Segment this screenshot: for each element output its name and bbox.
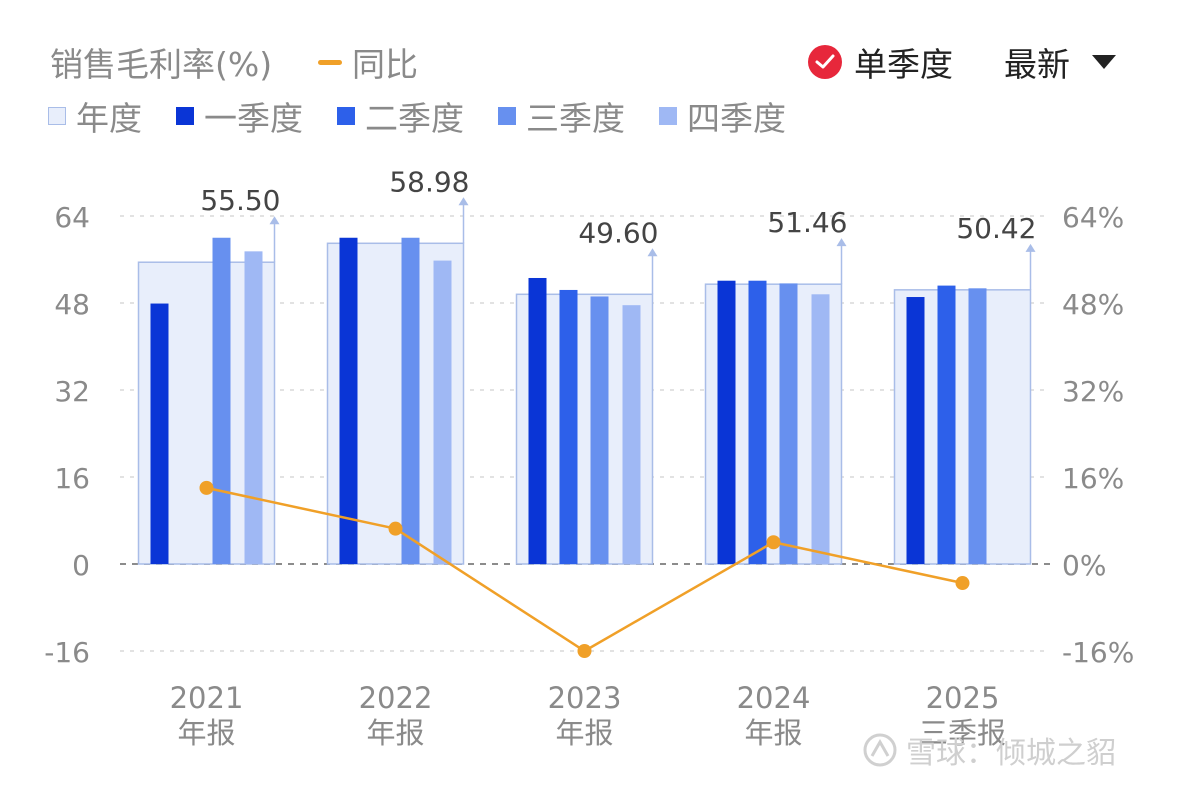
x-tick-label: 年报 — [744, 716, 802, 750]
annual-marker-arrow — [836, 238, 847, 247]
snowball-logo-icon — [863, 733, 897, 767]
x-tick-label: 年报 — [366, 716, 424, 750]
legend-label: 三季度 — [526, 99, 625, 138]
y-left-tick-label: 48 — [54, 288, 90, 321]
y-left-tick-label: 64 — [54, 201, 90, 234]
y-left-tick-label: 0 — [72, 549, 90, 582]
quarter-bar — [559, 289, 578, 564]
quarter-bar — [590, 296, 609, 564]
legend-item-q1[interactable]: 一季度 — [176, 92, 303, 140]
x-tick-label: 2023 — [548, 681, 622, 715]
quarter-bar — [339, 237, 358, 564]
yoy-line-swatch — [318, 59, 342, 65]
quarter-bar — [212, 237, 231, 564]
annual-marker-arrow — [1025, 243, 1036, 252]
y-right-tick-label: 48% — [1062, 288, 1124, 321]
yoy-point — [766, 535, 781, 550]
x-tick-label: 2025 — [926, 681, 1000, 715]
quarter-bar — [779, 283, 798, 564]
yoy-legend[interactable]: 同比 — [318, 38, 418, 86]
quarter-bar — [401, 237, 420, 564]
legend-label: 年度 — [76, 99, 142, 138]
quarter-bar — [968, 288, 987, 564]
y-right-tick-label: 0% — [1062, 549, 1106, 582]
quarter-bar — [811, 294, 830, 564]
latest-dropdown[interactable]: 最新 — [1004, 38, 1116, 86]
watermark-text: 雪球：倾城之貂 — [906, 736, 1116, 771]
quarter-bar — [717, 280, 736, 564]
single-quarter-toggle[interactable]: 单季度 — [808, 38, 953, 86]
annual-value-label: 49.60 — [578, 216, 658, 249]
y-right-tick-label: 64% — [1062, 201, 1124, 234]
legend-item-annual[interactable]: 年度 — [48, 92, 142, 140]
x-tick-label: 年报 — [555, 716, 613, 750]
y-right-tick-label: 16% — [1062, 462, 1124, 495]
annual-marker-arrow — [269, 216, 280, 225]
annual-marker-arrow — [458, 197, 469, 206]
legend-label: 四季度 — [687, 99, 786, 138]
legend-label: 二季度 — [365, 99, 464, 138]
legend-label: 一季度 — [204, 99, 303, 138]
legend-swatch — [337, 107, 355, 125]
yoy-point — [577, 644, 592, 658]
chart-title: 销售毛利率(%) — [50, 45, 273, 84]
chart-header: 销售毛利率(%) 同比 单季度 最新 年度 一季度 二季度 三季度 — [0, 0, 1179, 150]
triangle-down-icon — [1092, 55, 1116, 69]
single-quarter-label: 单季度 — [854, 45, 953, 84]
quarter-bar — [622, 305, 641, 564]
yoy-point — [955, 576, 970, 591]
x-tick-label: 年报 — [177, 716, 235, 750]
watermark: 雪球：倾城之貂 — [862, 728, 1116, 772]
y-right-tick-label: 32% — [1062, 375, 1124, 408]
quarter-bar — [433, 260, 452, 564]
yoy-legend-label: 同比 — [352, 45, 418, 84]
legend-item-q2[interactable]: 二季度 — [337, 92, 464, 140]
quarter-bar — [528, 277, 547, 564]
y-left-tick-label: 16 — [54, 462, 90, 495]
x-tick-label: 2021 — [170, 681, 244, 715]
checkmark-icon — [808, 45, 842, 79]
yoy-point — [199, 480, 214, 495]
legend-swatch — [48, 107, 66, 125]
legend-swatch — [176, 107, 194, 125]
series-legend: 年度 一季度 二季度 三季度 四季度 — [48, 92, 820, 140]
y-left-tick-label: 32 — [54, 375, 90, 408]
quarter-bar — [244, 251, 263, 564]
latest-label: 最新 — [1004, 45, 1070, 84]
legend-item-q3[interactable]: 三季度 — [498, 92, 625, 140]
legend-swatch — [659, 107, 677, 125]
x-tick-label: 2022 — [359, 681, 433, 715]
annual-marker-arrow — [647, 248, 658, 257]
annual-value-label: 50.42 — [956, 212, 1036, 245]
quarter-bar — [748, 280, 767, 564]
legend-item-q4[interactable]: 四季度 — [659, 92, 786, 140]
annual-value-label: 51.46 — [767, 206, 847, 239]
legend-swatch — [498, 107, 516, 125]
quarter-bar — [906, 297, 925, 564]
x-tick-label: 三季报 — [919, 716, 1006, 750]
annual-value-label: 58.98 — [389, 165, 469, 198]
quarter-bar — [937, 285, 956, 564]
quarter-bar — [150, 303, 169, 564]
y-left-tick-label: -16 — [44, 636, 90, 669]
yoy-point — [388, 521, 403, 536]
x-tick-label: 2024 — [737, 681, 811, 715]
annual-value-label: 55.50 — [200, 184, 280, 217]
y-right-tick-label: -16% — [1062, 636, 1134, 669]
